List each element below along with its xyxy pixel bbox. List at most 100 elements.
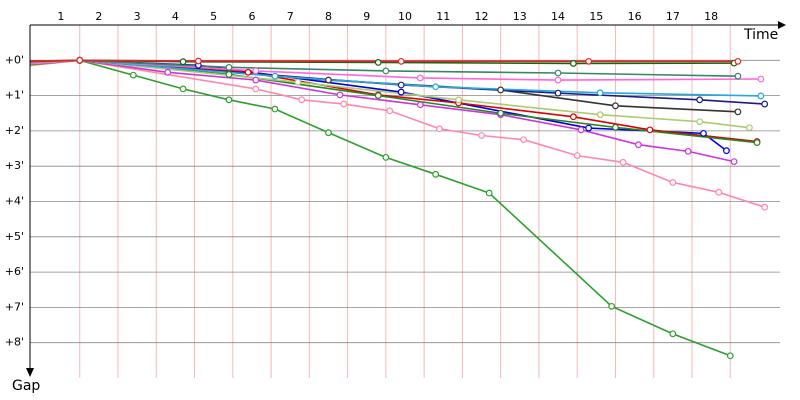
data-point [382,67,390,75]
series-line [29,59,731,357]
y-tick-label: +3' [5,159,24,172]
x-tick-label: 3 [134,10,141,23]
data-point [252,85,260,93]
data-point [757,92,765,100]
data-point [497,109,505,117]
data-point [397,81,405,89]
x-tick-label: 7 [287,10,294,23]
data-point [569,60,577,67]
data-point [455,96,462,104]
data-point [730,158,738,166]
data-point [436,125,443,133]
data-point [298,96,306,104]
data-point [252,76,260,84]
data-point [225,71,233,78]
x-tick-label: 15 [589,10,603,23]
y-axis-title: Gap [12,378,40,394]
data-point [684,147,692,155]
data-point [734,72,742,80]
data-point [416,74,424,82]
data-point [416,101,424,109]
data-point [569,113,577,121]
data-point [340,100,348,108]
x-axis-arrow [778,21,786,29]
data-point [374,92,382,99]
y-tick-label: +1' [5,89,24,102]
data-point [386,107,394,115]
data-point [244,68,252,76]
data-point [577,126,585,134]
data-point [294,78,302,86]
x-tick-label: 1 [57,10,64,23]
y-tick-label: +8' [5,336,24,349]
data-point [573,152,581,160]
data-point [271,72,279,80]
data-point [608,302,616,310]
data-point [179,85,187,93]
data-point [726,352,734,360]
data-point [757,75,765,83]
y-axis-arrow [26,368,34,377]
data-point [734,108,742,116]
y-tick-label: +0' [5,53,24,66]
data-point [497,86,505,94]
x-tick-label: 17 [666,10,680,23]
data-point [225,63,233,71]
data-point [129,71,137,79]
data-point [669,179,677,186]
data-point [596,111,604,119]
data-point [761,100,769,108]
y-tick-label: +2' [5,124,24,137]
data-point [612,102,619,110]
data-point [432,170,440,178]
x-axis-title: Time [743,27,778,43]
series-line [29,59,765,208]
data-point [76,56,84,64]
data-point [700,129,707,137]
data-point [554,89,562,97]
data-point [734,57,742,65]
x-tick-label: 18 [704,10,718,23]
data-point [554,76,562,84]
x-tick-label: 2 [95,10,102,23]
x-tick-label: 6 [248,10,255,23]
x-tick-label: 11 [436,10,450,23]
y-tick-label: +4' [5,195,24,208]
data-point [179,58,187,66]
x-tick-label: 14 [551,10,565,23]
data-point [761,203,769,211]
x-tick-label: 16 [628,10,642,23]
series-line [29,59,738,63]
data-point [432,83,440,91]
data-point [635,141,642,149]
data-point [715,188,723,196]
x-tick-label: 8 [325,10,332,23]
x-tick-label: 4 [172,10,179,23]
data-point [619,158,627,166]
data-point [325,76,332,84]
data-point [252,67,260,75]
data-point [271,105,279,113]
data-point [325,129,332,137]
data-point [520,136,528,144]
data-point [485,189,493,197]
data-point [164,68,172,76]
data-point [646,126,654,134]
y-tick-label: +6' [5,265,24,278]
data-point [723,147,730,155]
data-point [374,59,382,66]
x-tick-label: 12 [475,10,489,23]
data-point [696,96,704,104]
x-tick-label: 13 [513,10,527,23]
data-point [753,139,761,146]
y-tick-label: +7' [5,300,24,313]
data-point [225,96,233,104]
x-tick-label: 10 [398,10,412,23]
data-point [612,123,619,131]
data-point [554,69,562,77]
data-point [397,88,405,96]
data-point [397,57,405,65]
y-tick-label: +5' [5,230,24,243]
data-point [382,153,390,161]
